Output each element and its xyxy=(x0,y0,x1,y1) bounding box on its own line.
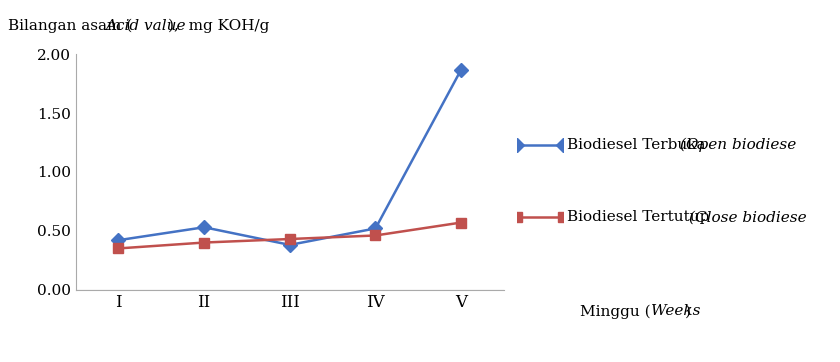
Text: Biodiesel Terbuka: Biodiesel Terbuka xyxy=(567,138,711,152)
Text: Bilangan asam (: Bilangan asam ( xyxy=(8,18,133,33)
Text: Biodiesel Tertutup: Biodiesel Tertutup xyxy=(567,210,714,224)
Text: Minggu (: Minggu ( xyxy=(580,304,651,319)
Text: ),  mg KOH/g: ), mg KOH/g xyxy=(168,18,270,33)
Text: (Open biodiese: (Open biodiese xyxy=(680,138,796,152)
Text: (Close biodiese: (Close biodiese xyxy=(689,210,806,224)
Text: Acid value: Acid value xyxy=(105,18,186,33)
Text: ): ) xyxy=(685,304,690,318)
Text: Weeks: Weeks xyxy=(651,304,701,318)
